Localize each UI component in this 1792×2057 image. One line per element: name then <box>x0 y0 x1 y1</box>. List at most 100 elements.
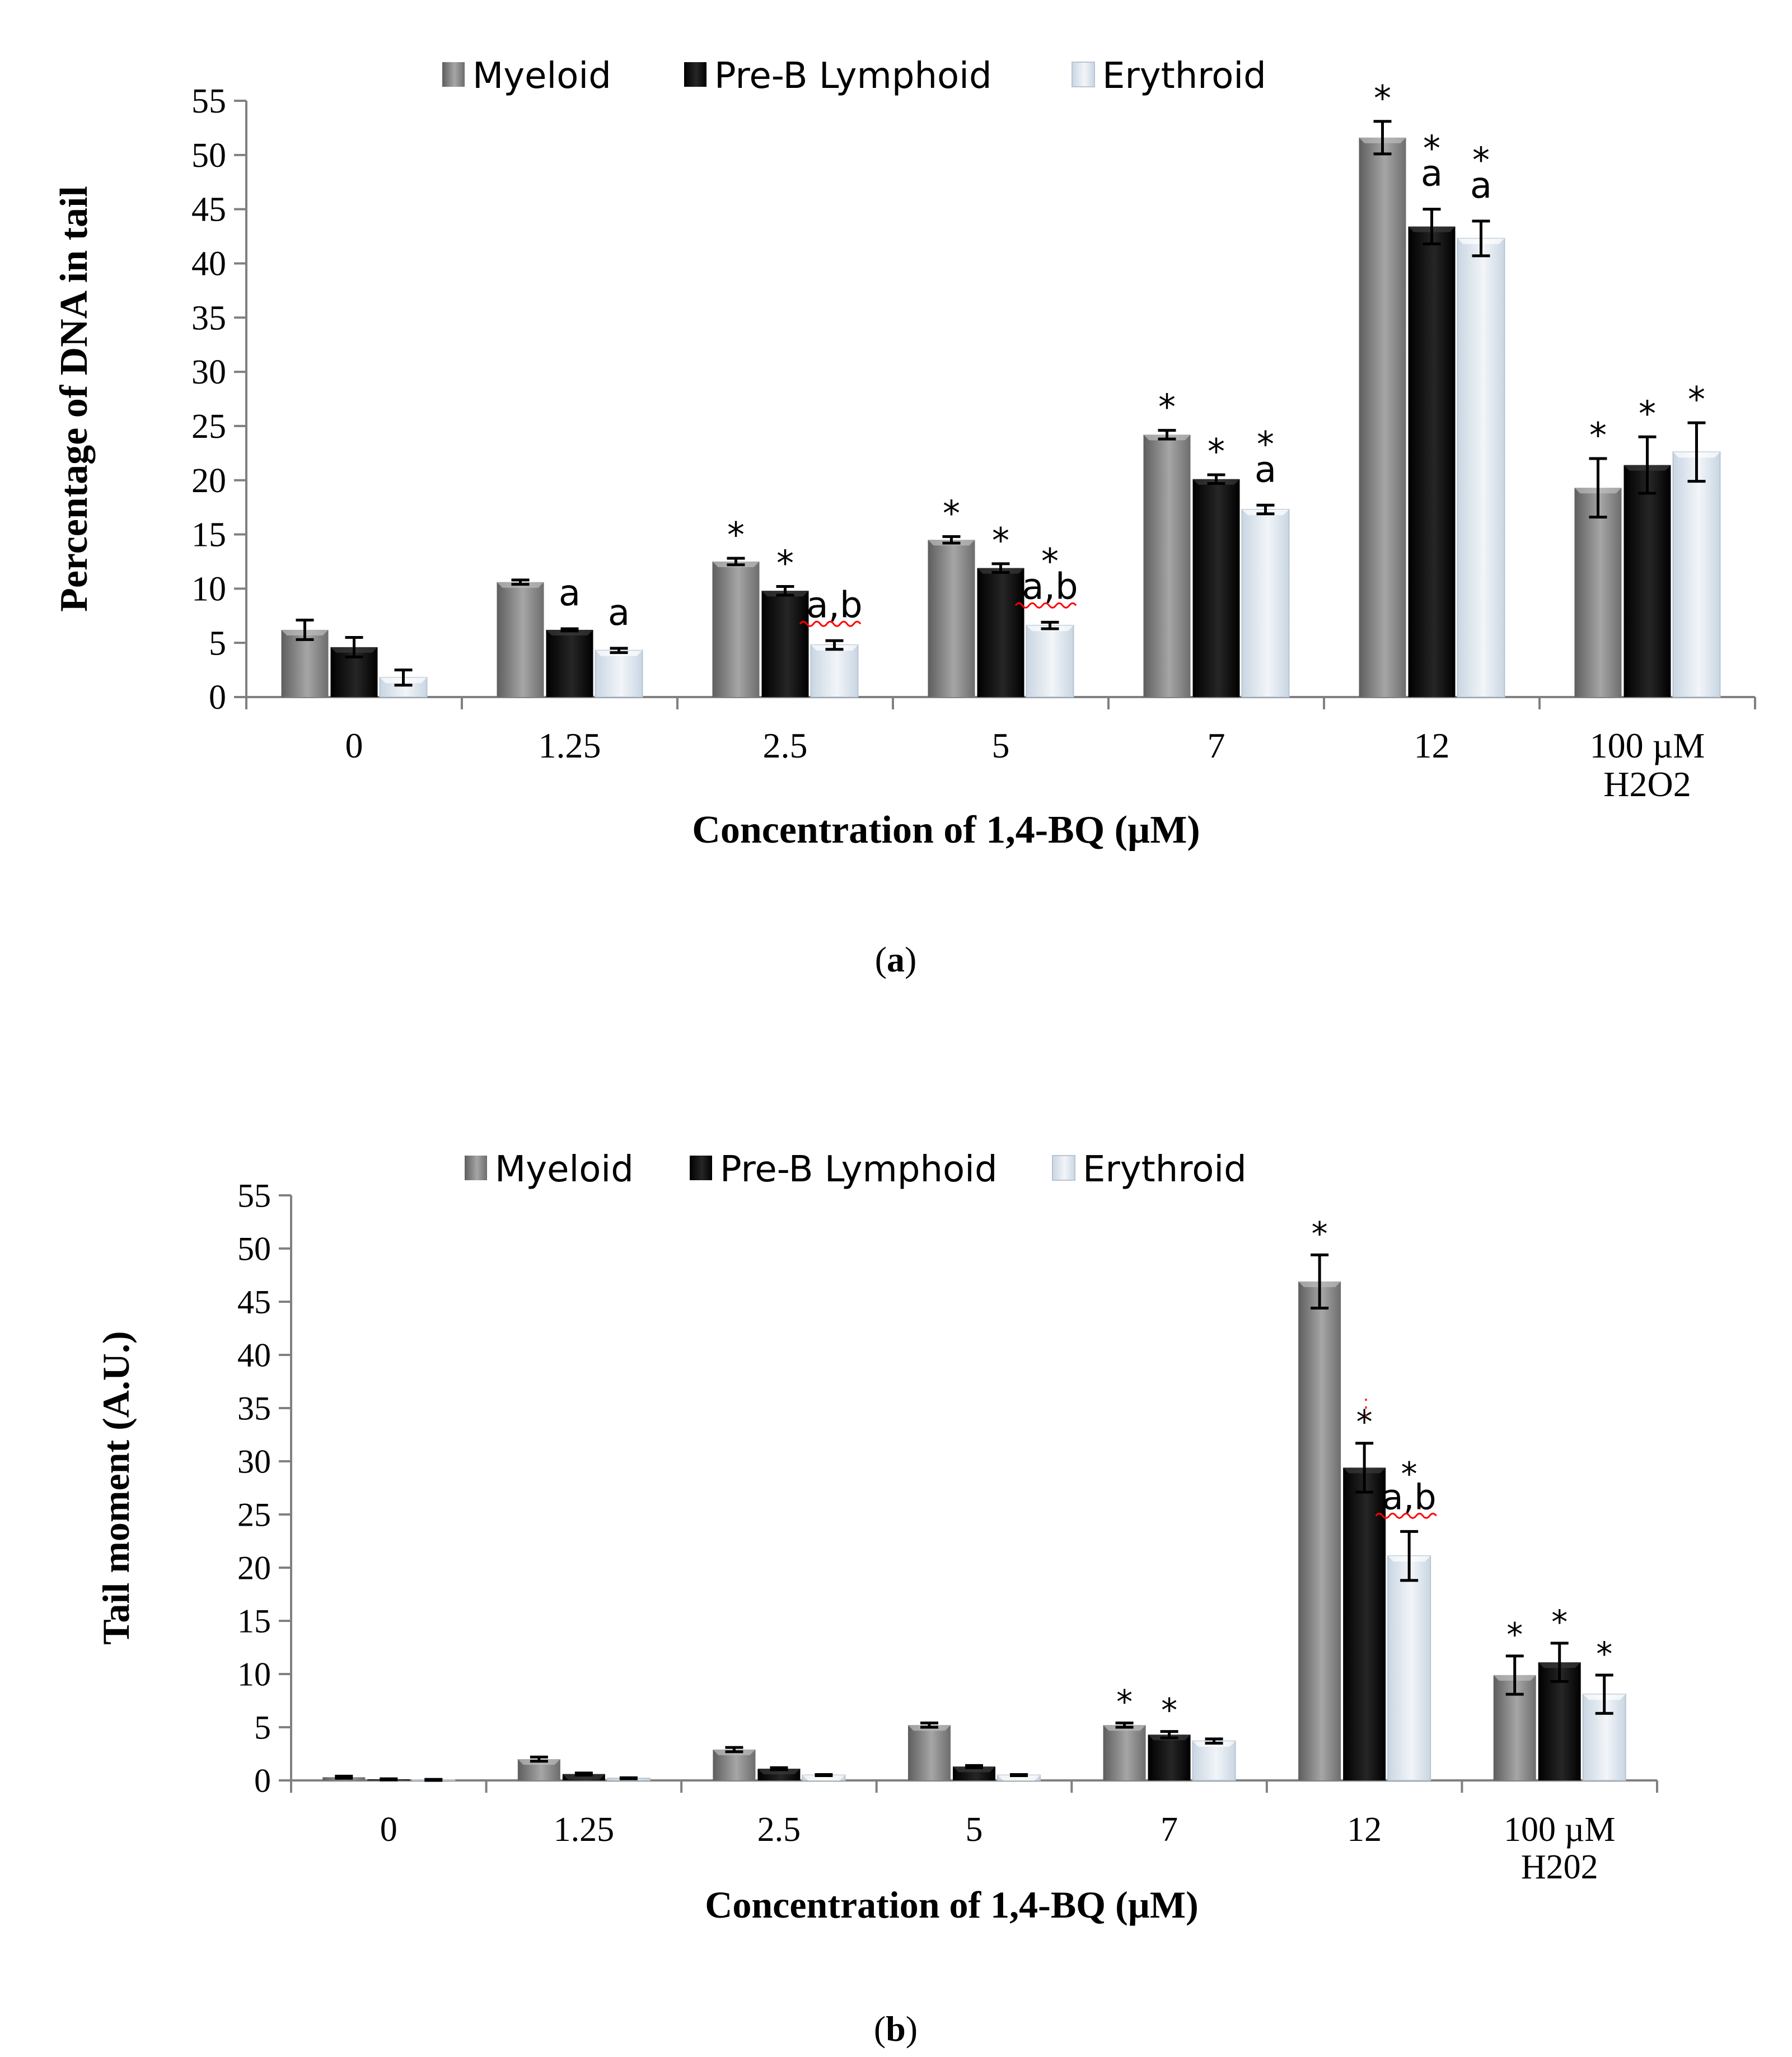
bar-top-facet <box>546 629 593 635</box>
x-tick-label: 7 <box>1161 1811 1178 1849</box>
x-tick-label: 7 <box>1208 726 1225 765</box>
significance-letter: a,b <box>1022 566 1078 607</box>
bar-pre-b-lymphoid <box>1343 1467 1386 1780</box>
significance-letter: a <box>1421 153 1443 195</box>
bar-myeloid <box>1574 488 1622 697</box>
spellcheck-underline <box>799 620 862 627</box>
bar-top-facet <box>757 1769 801 1775</box>
legend-label-myeloid: Myeloid <box>495 1149 634 1190</box>
significance-asterisk: * <box>943 493 960 534</box>
bar-myeloid <box>1103 1725 1146 1780</box>
x-tick-label: 1.25 <box>554 1811 615 1849</box>
y-tick-label: 15 <box>191 516 226 554</box>
x-tick-label-line: 0 <box>345 726 363 765</box>
bar-pre-b-lymphoid <box>1192 479 1240 697</box>
bar-erythroid <box>1672 451 1721 698</box>
x-tick-label: 2.5 <box>763 726 808 765</box>
significance-letter: a <box>608 592 630 634</box>
y-tick-label: 40 <box>237 1336 271 1373</box>
legend-swatch-myeloid <box>465 1156 487 1180</box>
panel-label-open: ( <box>874 2009 886 2049</box>
spellcheck-underline <box>1014 602 1077 609</box>
panel-label-letter: a <box>887 939 905 979</box>
legend-swatch-pre-b-lymphoid <box>690 1156 712 1180</box>
panel-label-close: ) <box>906 2009 918 2049</box>
legend-swatch-erythroid <box>1072 62 1095 87</box>
x-tick-label: 12 <box>1347 1811 1382 1849</box>
legend-label-pre-b-lymphoid: Pre-B Lymphoid <box>720 1149 998 1190</box>
significance-asterisk: * <box>1374 78 1391 119</box>
chart-panel-b: 0 5 10 15 20 25 30 35 40 45 50 55 0 1.25 2.5 5 7 12 100 µM… <box>95 1149 1658 2049</box>
y-tick-label: 15 <box>237 1602 271 1639</box>
bar-erythroid <box>1026 625 1074 698</box>
panel-label-open: ( <box>875 939 887 979</box>
significance-asterisk: * <box>1589 415 1607 456</box>
bar-pre-b-lymphoid <box>977 568 1024 697</box>
bar-top-facet <box>953 1766 995 1773</box>
y-tick-label: 25 <box>191 408 226 446</box>
x-tick-label-line: H202 <box>1521 1848 1598 1886</box>
y-tick-label: 45 <box>237 1283 271 1320</box>
significance-asterisk: * <box>1041 541 1059 582</box>
x-tick-label-line: 0 <box>380 1811 397 1849</box>
bar-top-facet <box>562 1774 605 1780</box>
y-tick-label: 25 <box>237 1496 271 1533</box>
bar-pre-b-lymphoid <box>761 591 809 697</box>
significance-asterisk: * <box>1257 424 1274 465</box>
panel-label: (a) <box>875 939 917 979</box>
bar-pre-b-lymphoid <box>1148 1735 1191 1780</box>
y-axis-title: Percentage of DNA in tail <box>53 186 96 612</box>
significance-asterisk: * <box>1506 1616 1523 1654</box>
x-tick-label-line: 5 <box>992 726 1010 765</box>
y-tick-label: 5 <box>209 624 226 662</box>
legend-swatch-myeloid <box>442 62 465 87</box>
y-tick-label: 35 <box>237 1390 271 1427</box>
x-tick-label-line: 100 µM <box>1590 726 1705 765</box>
x-tick-label: 12 <box>1414 726 1450 765</box>
y-tick-label: 40 <box>191 245 226 283</box>
x-tick-label: 0 <box>345 726 363 765</box>
y-tick-label: 55 <box>237 1177 271 1214</box>
significance-letter: a <box>559 573 581 614</box>
legend-label-pre-b-lymphoid: Pre-B Lymphoid <box>714 55 992 97</box>
x-tick-label-line: 7 <box>1161 1811 1178 1849</box>
legend-swatch-pre-b-lymphoid <box>684 62 706 87</box>
x-tick-label: 5 <box>966 1811 983 1849</box>
panel-label-letter: b <box>886 2009 906 2049</box>
significance-asterisk: * <box>1116 1682 1133 1721</box>
x-tick-label-line: 100 µM <box>1504 1811 1615 1849</box>
significance-asterisk: * <box>727 515 745 555</box>
significance-letter: a <box>1470 165 1492 207</box>
bar-myeloid <box>928 540 975 697</box>
legend-label-erythroid: Erythroid <box>1083 1149 1247 1190</box>
y-tick-label: 35 <box>191 299 226 337</box>
significance-asterisk: * <box>992 520 1009 561</box>
significance-asterisk: * <box>1401 1455 1417 1493</box>
bar-myeloid <box>908 1725 951 1780</box>
x-tick-label: 5 <box>992 726 1010 765</box>
legend-label-myeloid: Myeloid <box>472 55 611 97</box>
chart-panel-a: 0 5 10 15 20 25 30 35 40 45 50 55 0 1.25 2.5 5 7 12 100 µM… <box>53 55 1756 979</box>
x-tick-label-line: 2.5 <box>763 726 808 765</box>
significance-asterisk: * <box>1639 393 1656 434</box>
x-tick-label-line: 2.5 <box>757 1811 801 1849</box>
x-tick-label-line: 1.25 <box>554 1811 615 1849</box>
bar-pre-b-lymphoid <box>1408 226 1456 698</box>
y-axis-title: Tail moment (A.U.) <box>95 1331 137 1644</box>
y-tick-label: 55 <box>191 82 226 120</box>
x-tick-label-line: 12 <box>1414 726 1450 765</box>
bar-myeloid <box>281 629 329 697</box>
y-tick-label: 45 <box>191 191 226 229</box>
significance-letter: a <box>1255 449 1276 490</box>
significance-asterisk: * <box>1161 1691 1177 1729</box>
bar-pre-b-lymphoid <box>546 629 593 697</box>
spellcheck-underline <box>1375 1512 1437 1519</box>
bar-myeloid <box>1143 434 1191 697</box>
significance-asterisk: * <box>1596 1635 1612 1673</box>
significance-asterisk: * <box>1312 1214 1328 1252</box>
y-tick-label: 50 <box>237 1230 271 1267</box>
bar-erythroid <box>595 649 643 698</box>
x-tick-label: 100 µM H2O2 <box>1590 726 1705 804</box>
x-tick-label-line: 1.25 <box>539 726 601 765</box>
